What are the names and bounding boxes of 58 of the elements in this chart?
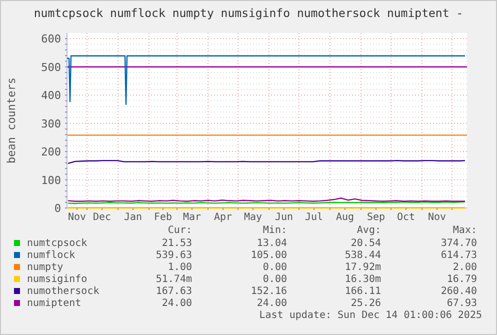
line-series [66, 55, 466, 106]
x-tick-label: Mar [182, 212, 202, 223]
text: 67.93 [446, 298, 477, 309]
text: 0.00 [262, 274, 287, 285]
x-tick-label: Apr [214, 212, 232, 223]
y-tick-label: 500 [41, 60, 61, 74]
y-tick-label: 400 [41, 89, 61, 102]
text: 374.70 [440, 238, 477, 249]
legend-label: numothersock [27, 286, 100, 297]
x-tick-label: Jun [274, 212, 294, 223]
x-tick-label: Nov [68, 212, 86, 223]
x-tick-label: Sep [366, 212, 386, 223]
text: Min: [262, 225, 287, 236]
y-tick-label: 0 [54, 202, 61, 215]
text: 1.00 [168, 262, 192, 273]
text: 538.44 [344, 250, 381, 261]
text: Last update: Sun Dec 14 01:00:06 2025 [259, 310, 482, 321]
chart-title: numtcpsock numflock numpty numsiginfo numothersock numiptent - [34, 6, 464, 20]
x-tick-label: Aug [336, 212, 354, 223]
text: 166.11 [344, 286, 381, 297]
x-tick-label: Feb [154, 212, 172, 223]
text: 51.74m [156, 274, 192, 285]
text: 24.00 [162, 298, 192, 309]
y-axis-title: bean counters [5, 77, 18, 164]
text: Avg: [356, 225, 381, 236]
text: 152.16 [250, 286, 287, 297]
text: 167.63 [156, 286, 192, 297]
y-tick-label: 600 [41, 32, 61, 46]
text: 105.00 [250, 250, 287, 261]
text: Cur: [168, 225, 192, 236]
text: Max: [452, 225, 477, 236]
legend-label: numflock [27, 250, 76, 261]
y-tick-label: 100 [41, 174, 61, 187]
y-tick-label: 300 [41, 117, 61, 130]
text: 260.40 [440, 286, 477, 297]
x-tick-label: Nov [428, 212, 446, 223]
text: 17.92m [344, 262, 381, 273]
text: 0.00 [262, 262, 287, 273]
x-tick-label: Jan [124, 212, 142, 223]
x-tick-label: Dec [92, 212, 112, 223]
text: 13.04 [256, 238, 287, 249]
text: 21.53 [162, 238, 192, 249]
legend-label: numiptent [27, 298, 82, 309]
text: 16.79 [446, 274, 477, 285]
text: 2.00 [452, 262, 477, 273]
text: 539.63 [156, 250, 192, 261]
text: 16.30m [344, 274, 381, 285]
x-tick-label: Jul [304, 212, 324, 223]
x-tick-label: May [244, 212, 262, 223]
legend-label: numtcpsock [27, 238, 88, 249]
text: 20.54 [350, 238, 381, 249]
legend-label: numsiginfo [27, 274, 88, 285]
x-tick-label: Oct [396, 212, 416, 223]
text: 614.73 [440, 250, 477, 261]
text: 25.26 [350, 298, 381, 309]
legend-label: numpty [27, 262, 64, 273]
y-tick-label: 200 [41, 146, 61, 159]
text: 24.00 [256, 298, 287, 309]
